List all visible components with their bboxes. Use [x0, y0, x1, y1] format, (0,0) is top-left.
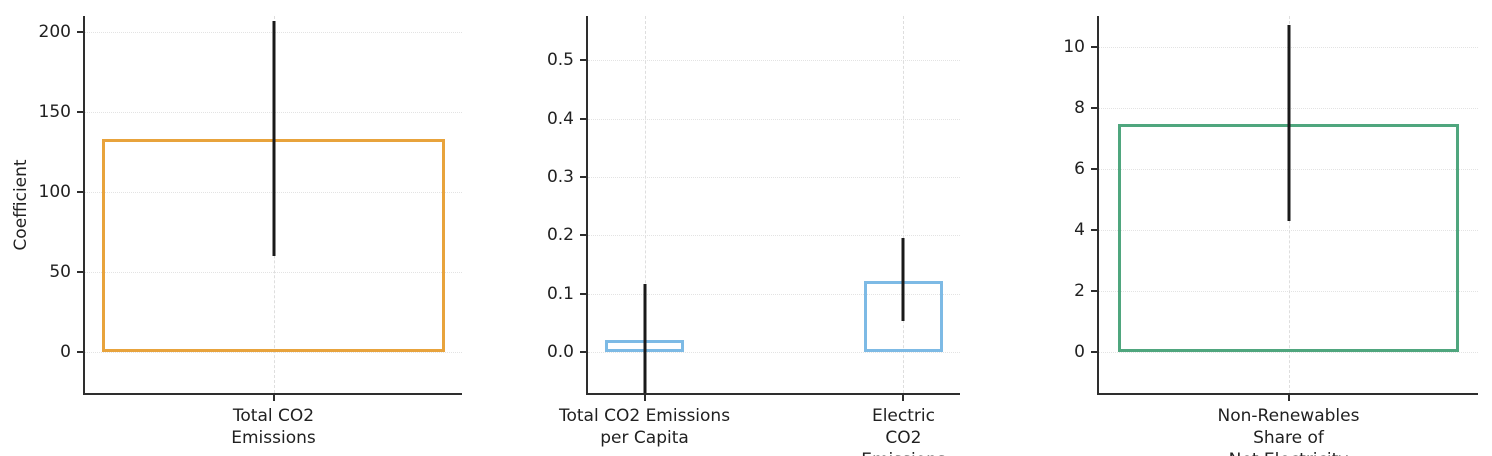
panel-total-co2-emissions: Coefficient 0 50 100 150 200 Total CO2 Emissi…	[0, 0, 497, 456]
y-tick-label: 4	[1074, 220, 1085, 241]
y-tick-mark	[1091, 229, 1099, 232]
y-tick-label: 150	[38, 102, 71, 123]
y-gridline	[588, 177, 960, 179]
plot-area-co2-emissions-per-capita: 0.0 0.1 0.2 0.3 0.4 0.5 Total CO2 Emissions pe…	[547, 16, 960, 456]
y-tick-label: 0.2	[546, 225, 574, 246]
error-bar	[643, 284, 647, 393]
y-tick-label: 10	[1063, 37, 1085, 58]
plot-area-non-renewables-share: 0 2 4 6 8 10 Non-Renewables Share of Net Elect…	[1063, 16, 1478, 456]
y-tick-mark	[580, 176, 588, 179]
y-gridline	[588, 118, 960, 120]
y-gridline	[588, 60, 960, 62]
y-tick-mark	[77, 191, 85, 194]
x-tick-label: Electric CO2 Emissions per Capita	[861, 406, 946, 456]
y-tick-mark	[1091, 290, 1099, 293]
y-tick-label: 0.0	[546, 342, 574, 363]
panel-non-renewables-share: 0 2 4 6 8 10 Non-Renewables Share of Net Elect…	[995, 0, 1492, 456]
y-tick-mark	[77, 271, 85, 274]
x-gridline	[644, 16, 646, 393]
y-tick-label: 0.5	[546, 50, 574, 71]
y-tick-mark	[77, 31, 85, 33]
x-gridline	[903, 16, 905, 393]
x-tick-label: Total CO2 Emissions per Capita	[558, 406, 731, 449]
x-tick-mark	[272, 393, 275, 401]
y-tick-mark	[580, 234, 588, 237]
y-tick-label: 0.4	[546, 108, 574, 129]
panel-co2-emissions-per-capita: 0.0 0.1 0.2 0.3 0.4 0.5 Total CO2 Emissions pe…	[497, 0, 995, 456]
y-tick-label: 0.1	[546, 283, 574, 304]
y-tick-label: 6	[1074, 159, 1085, 180]
y-gridline	[588, 293, 960, 295]
x-tick-mark	[902, 393, 905, 401]
error-bar	[272, 20, 275, 257]
x-tick-mark	[1287, 393, 1290, 401]
y-tick-label: 50	[49, 262, 71, 283]
y-tick-label: 200	[38, 22, 71, 42]
y-gridline	[588, 235, 960, 237]
error-bar	[901, 238, 905, 322]
y-tick-mark	[580, 292, 588, 295]
y-tick-label: 8	[1074, 98, 1085, 119]
x-tick-mark	[643, 393, 646, 401]
y-gridline	[588, 352, 960, 354]
y-tick-mark	[580, 59, 588, 62]
y-tick-mark	[1091, 168, 1099, 171]
y-tick-mark	[1091, 107, 1099, 110]
x-tick-label: Total CO2 Emissions	[231, 406, 316, 449]
y-tick-mark	[77, 111, 85, 114]
plot-area-total-co2-emissions: 0 50 100 150 200 Total CO2 Emissions	[39, 16, 462, 448]
y-tick-mark	[77, 351, 85, 354]
x-tick-label: Non-Renewables Share of Net Electricity	[1217, 406, 1360, 456]
y-tick-label: 2	[1074, 281, 1085, 302]
y-tick-mark	[580, 351, 588, 354]
y-tick-label: 0	[60, 342, 71, 363]
y-tick-mark	[580, 117, 588, 120]
y-axis-title: Coefficient	[11, 159, 31, 251]
y-tick-mark	[1091, 351, 1099, 354]
y-tick-label: 0.3	[546, 167, 574, 188]
y-tick-label: 0	[1074, 342, 1085, 363]
y-tick-label: 100	[38, 182, 71, 203]
error-bar	[1287, 24, 1290, 222]
y-tick-mark	[1091, 46, 1099, 49]
